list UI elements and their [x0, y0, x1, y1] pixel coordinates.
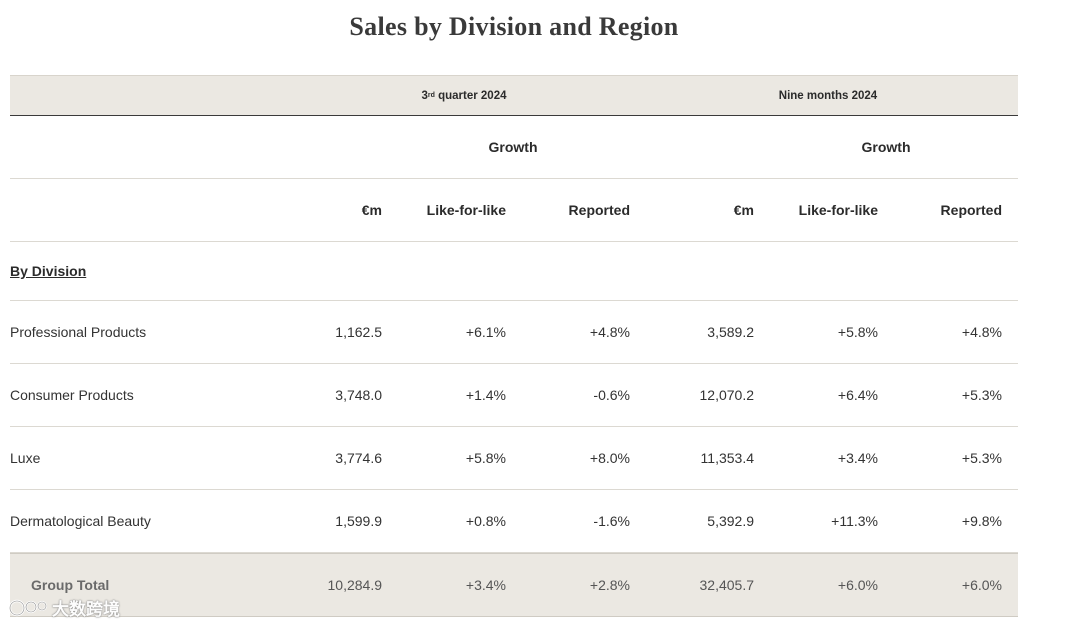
nm-lfl-value: +11.3% — [831, 513, 878, 529]
q3-em-value: 3,774.6 — [335, 450, 382, 466]
row-label: Consumer Products — [10, 387, 134, 403]
watermark-text: 大数跨境 — [52, 600, 120, 619]
q3-reported-value: -0.6% — [593, 387, 630, 403]
nm-reported-value: +9.8% — [961, 513, 1002, 529]
col-nm-em: €m — [733, 202, 754, 218]
watermark-logo-icon — [8, 597, 48, 619]
total-q3-reported: +2.8% — [589, 577, 630, 593]
q3-reported-value: -1.6% — [593, 513, 630, 529]
q3-reported-value: +8.0% — [589, 450, 630, 466]
q3-lfl-value: +6.1% — [465, 324, 506, 340]
table-row: Dermatological Beauty 1,599.9 +0.8% -1.6… — [10, 490, 1018, 553]
period-nine-months-header: Nine months 2024 — [778, 89, 878, 102]
q3-prefix: 3 — [421, 89, 428, 102]
q3-em-value: 1,599.9 — [335, 513, 382, 529]
total-q3-em: 10,284.9 — [327, 577, 383, 593]
q3-lfl-value: +0.8% — [465, 513, 506, 529]
col-q3-like-for-like: Like-for-like — [426, 202, 506, 218]
nm-lfl-value: +5.8% — [837, 324, 878, 340]
table-row: Professional Products 1,162.5 +6.1% +4.8… — [10, 301, 1018, 364]
nm-em-value: 11,353.4 — [700, 450, 754, 466]
nm-reported-value: +5.3% — [961, 450, 1002, 466]
col-nm-like-for-like: Like-for-like — [798, 202, 878, 218]
total-q3-lfl: +3.4% — [465, 577, 506, 593]
nm-reported-value: +4.8% — [961, 324, 1002, 340]
table-row: Luxe 3,774.6 +5.8% +8.0% 11,353.4 +3.4% … — [10, 427, 1018, 490]
total-nm-reported: +6.0% — [961, 577, 1002, 593]
growth-label-nine-months: Growth — [861, 139, 911, 155]
total-label: Group Total — [31, 577, 110, 593]
nm-lfl-value: +3.4% — [837, 450, 878, 466]
section-row: By Division — [10, 242, 1018, 301]
q3-suffix: quarter 2024 — [434, 89, 507, 102]
q3-lfl-value: +1.4% — [465, 387, 506, 403]
growth-header-row: Growth Growth — [10, 116, 1018, 179]
watermark: 大数跨境 — [8, 595, 120, 620]
group-total-row: Group Total 10,284.9 +3.4% +2.8% 32,405.… — [10, 553, 1018, 617]
total-nm-em: 32,405.7 — [699, 577, 755, 593]
total-nm-lfl: +6.0% — [837, 577, 878, 593]
col-q3-reported: Reported — [568, 202, 630, 218]
q3-em-value: 3,748.0 — [335, 387, 382, 403]
nm-em-value: 5,392.9 — [707, 513, 754, 529]
row-label: Dermatological Beauty — [10, 513, 151, 529]
q3-reported-value: +4.8% — [589, 324, 630, 340]
column-header-row: €m Like-for-like Reported €m Like-for-li… — [10, 179, 1018, 242]
section-title: By Division — [10, 263, 87, 279]
q3-lfl-value: +5.8% — [465, 450, 506, 466]
nm-em-value: 12,070.2 — [699, 387, 755, 403]
nm-em-value: 3,589.2 — [707, 324, 754, 340]
growth-label-q3: Growth — [488, 139, 538, 155]
nm-lfl-value: +6.4% — [837, 387, 878, 403]
nm-reported-value: +5.3% — [961, 387, 1002, 403]
table-row: Consumer Products 3,748.0 +1.4% -0.6% 12… — [10, 364, 1018, 427]
row-label: Professional Products — [10, 324, 147, 340]
col-nm-reported: Reported — [940, 202, 1002, 218]
q3-em-value: 1,162.5 — [335, 324, 382, 340]
col-q3-em: €m — [361, 202, 382, 218]
page-title: Sales by Division and Region — [349, 12, 679, 41]
row-label: Luxe — [10, 450, 41, 466]
